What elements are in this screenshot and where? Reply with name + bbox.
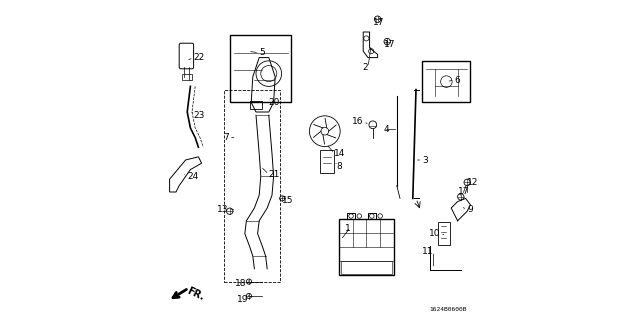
Text: 19: 19: [237, 295, 248, 304]
Text: 17: 17: [458, 188, 469, 196]
Text: 17: 17: [384, 40, 396, 49]
Bar: [368, 213, 376, 219]
Text: 4: 4: [384, 125, 390, 134]
Text: 7: 7: [223, 133, 229, 142]
Text: 13: 13: [218, 205, 229, 214]
Text: 22: 22: [193, 53, 205, 62]
Text: FR.: FR.: [185, 286, 205, 303]
Bar: [348, 213, 355, 219]
Text: 24: 24: [187, 172, 198, 180]
Text: 14: 14: [334, 149, 346, 158]
Text: 2: 2: [362, 63, 368, 72]
Text: 5: 5: [259, 48, 265, 57]
Text: 8: 8: [336, 162, 342, 171]
Text: 21: 21: [269, 170, 280, 179]
Bar: [320, 150, 335, 173]
Bar: [422, 61, 470, 102]
Text: 12: 12: [467, 178, 479, 187]
Text: 18: 18: [235, 279, 246, 288]
Text: 17: 17: [372, 18, 384, 27]
Text: 1: 1: [345, 224, 351, 233]
Text: 15: 15: [282, 196, 293, 204]
Text: 10: 10: [429, 229, 440, 238]
Text: 16: 16: [352, 117, 364, 126]
Bar: [438, 222, 449, 245]
Bar: [341, 261, 392, 274]
Text: 3: 3: [422, 156, 428, 164]
Text: 9: 9: [467, 205, 473, 214]
Text: 1624B0600B: 1624B0600B: [429, 307, 467, 312]
Bar: [339, 219, 394, 275]
Bar: [250, 101, 262, 109]
Bar: [224, 90, 280, 282]
Text: 11: 11: [422, 247, 434, 256]
Text: 23: 23: [193, 111, 205, 120]
Bar: [182, 74, 192, 80]
Text: 6: 6: [454, 76, 460, 84]
Bar: [230, 35, 291, 102]
Text: 20: 20: [269, 98, 280, 107]
